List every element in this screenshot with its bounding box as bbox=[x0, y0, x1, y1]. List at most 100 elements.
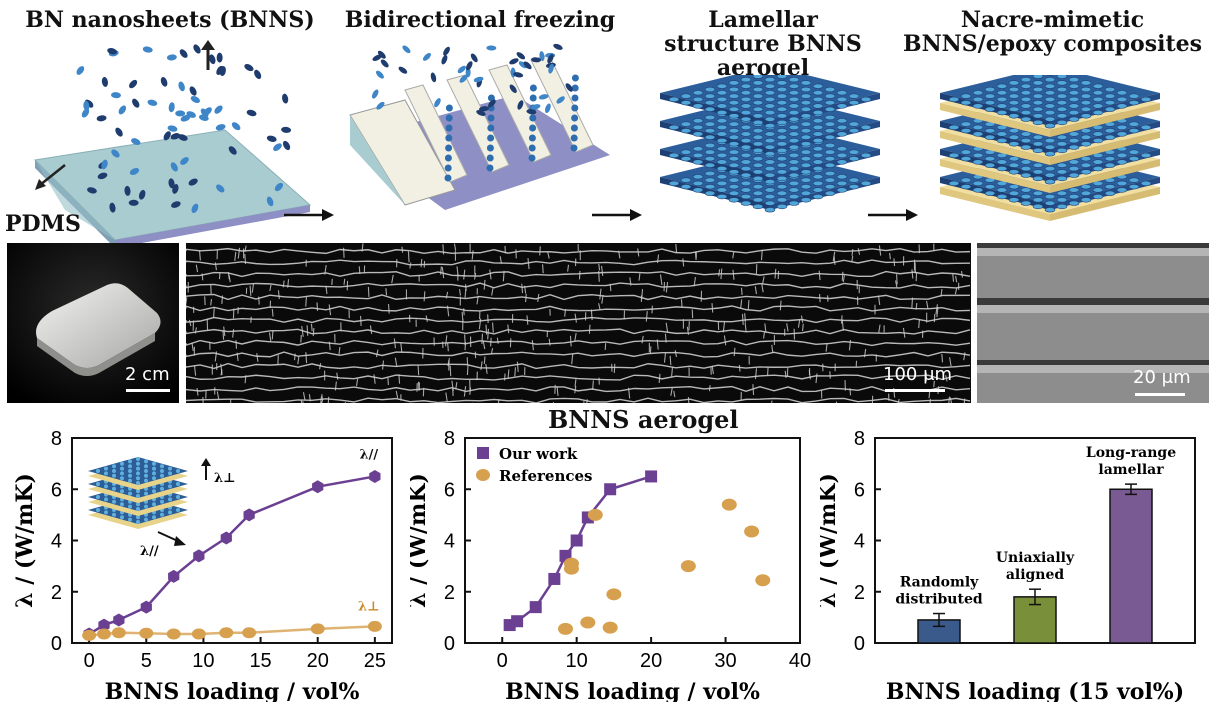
bridge bbox=[673, 390, 676, 398]
legend-label: References bbox=[499, 467, 592, 485]
nanosheet bbox=[776, 113, 788, 119]
nanosheet bbox=[764, 193, 776, 200]
data-point bbox=[602, 621, 618, 634]
bridge bbox=[963, 352, 966, 361]
bridge bbox=[818, 270, 821, 281]
bridge bbox=[797, 318, 801, 328]
bridge bbox=[740, 299, 743, 309]
nanosheet bbox=[1032, 190, 1044, 196]
bridge bbox=[489, 269, 492, 280]
bridge bbox=[445, 392, 448, 403]
nanosheet bbox=[120, 502, 124, 507]
bridge bbox=[417, 365, 420, 376]
nanosheet bbox=[136, 457, 140, 461]
nanosheet bbox=[266, 135, 277, 142]
nanosheet bbox=[556, 96, 565, 104]
nanosheet bbox=[740, 131, 752, 137]
nanosheet bbox=[136, 507, 140, 511]
nanosheet bbox=[167, 125, 178, 132]
data-point bbox=[193, 549, 205, 563]
nanosheet bbox=[752, 113, 764, 119]
nanosheet bbox=[764, 159, 776, 165]
bridge bbox=[564, 308, 567, 317]
nanosheet bbox=[788, 152, 800, 158]
nanosheet bbox=[1056, 80, 1068, 86]
bridge bbox=[628, 387, 631, 399]
arrow-right bbox=[174, 536, 186, 546]
data-point bbox=[97, 628, 111, 640]
nanosheet bbox=[1068, 165, 1080, 172]
bridge bbox=[496, 337, 499, 344]
data-point bbox=[98, 618, 110, 632]
nanosheet bbox=[800, 86, 812, 93]
bridge bbox=[442, 244, 445, 255]
nanosheet bbox=[788, 109, 800, 116]
nanosheet bbox=[180, 157, 189, 165]
nanosheet bbox=[1068, 200, 1080, 206]
nanosheet bbox=[526, 109, 537, 115]
nanosheet bbox=[788, 103, 800, 109]
nanosheet bbox=[728, 80, 740, 86]
nanosheet bbox=[692, 96, 704, 103]
bridge bbox=[491, 288, 494, 296]
nanosheet bbox=[166, 54, 177, 61]
nanosheet bbox=[860, 124, 872, 131]
nanosheet bbox=[704, 134, 716, 140]
nanosheet bbox=[704, 86, 716, 93]
nanosheet bbox=[1044, 193, 1056, 200]
nanosheet bbox=[553, 43, 563, 50]
bridge bbox=[878, 324, 881, 333]
nanosheet bbox=[376, 70, 384, 79]
sem-image-lamellar: 100 μm bbox=[186, 243, 971, 403]
bridge bbox=[293, 353, 296, 361]
nanosheet bbox=[1104, 156, 1116, 162]
lamella-wall bbox=[186, 397, 971, 403]
nanosheet bbox=[1068, 96, 1080, 103]
bridge bbox=[282, 280, 285, 288]
nanosheet bbox=[479, 106, 489, 112]
nanosheet bbox=[860, 96, 872, 103]
nanosheet bbox=[136, 461, 140, 466]
nanosheet bbox=[1092, 103, 1104, 109]
nanosheet bbox=[1080, 100, 1092, 106]
bridge bbox=[251, 283, 255, 293]
nanosheet bbox=[776, 106, 788, 112]
nanosheet bbox=[824, 93, 836, 99]
bridge bbox=[682, 258, 685, 267]
nanosheet bbox=[776, 93, 788, 99]
nanosheet bbox=[728, 106, 740, 112]
nanosheet bbox=[812, 109, 824, 116]
nanosheet bbox=[800, 156, 812, 162]
nanosheet bbox=[704, 100, 716, 106]
bridge bbox=[548, 338, 551, 346]
nanosheet bbox=[728, 190, 740, 196]
inset-label-para: λ// bbox=[140, 544, 159, 559]
x-tick-label: 0 bbox=[84, 650, 95, 672]
nanosheet bbox=[984, 184, 996, 190]
nanosheet bbox=[752, 203, 764, 210]
bridge bbox=[194, 327, 198, 334]
nanosheet bbox=[752, 184, 764, 190]
nanosheet bbox=[198, 114, 209, 121]
bridge bbox=[507, 324, 510, 334]
nanosheet bbox=[812, 124, 824, 131]
nanosheet bbox=[716, 193, 728, 200]
bridge bbox=[649, 346, 652, 354]
bridge bbox=[771, 400, 773, 403]
nanosheet bbox=[860, 152, 872, 158]
bridge bbox=[815, 373, 818, 384]
nanosheet bbox=[764, 179, 776, 185]
data-point bbox=[139, 627, 154, 639]
nanosheet bbox=[136, 489, 140, 494]
nanosheet bbox=[104, 497, 108, 502]
bridge bbox=[835, 401, 838, 403]
nanosheet bbox=[836, 96, 848, 103]
nanosheet bbox=[800, 93, 812, 99]
nanosheet bbox=[848, 100, 860, 106]
bridge bbox=[527, 258, 530, 270]
data-point bbox=[140, 600, 152, 614]
nanosheet bbox=[538, 94, 549, 100]
nanosheet bbox=[752, 75, 764, 79]
bridge bbox=[301, 325, 304, 337]
nanosheet bbox=[788, 131, 800, 137]
